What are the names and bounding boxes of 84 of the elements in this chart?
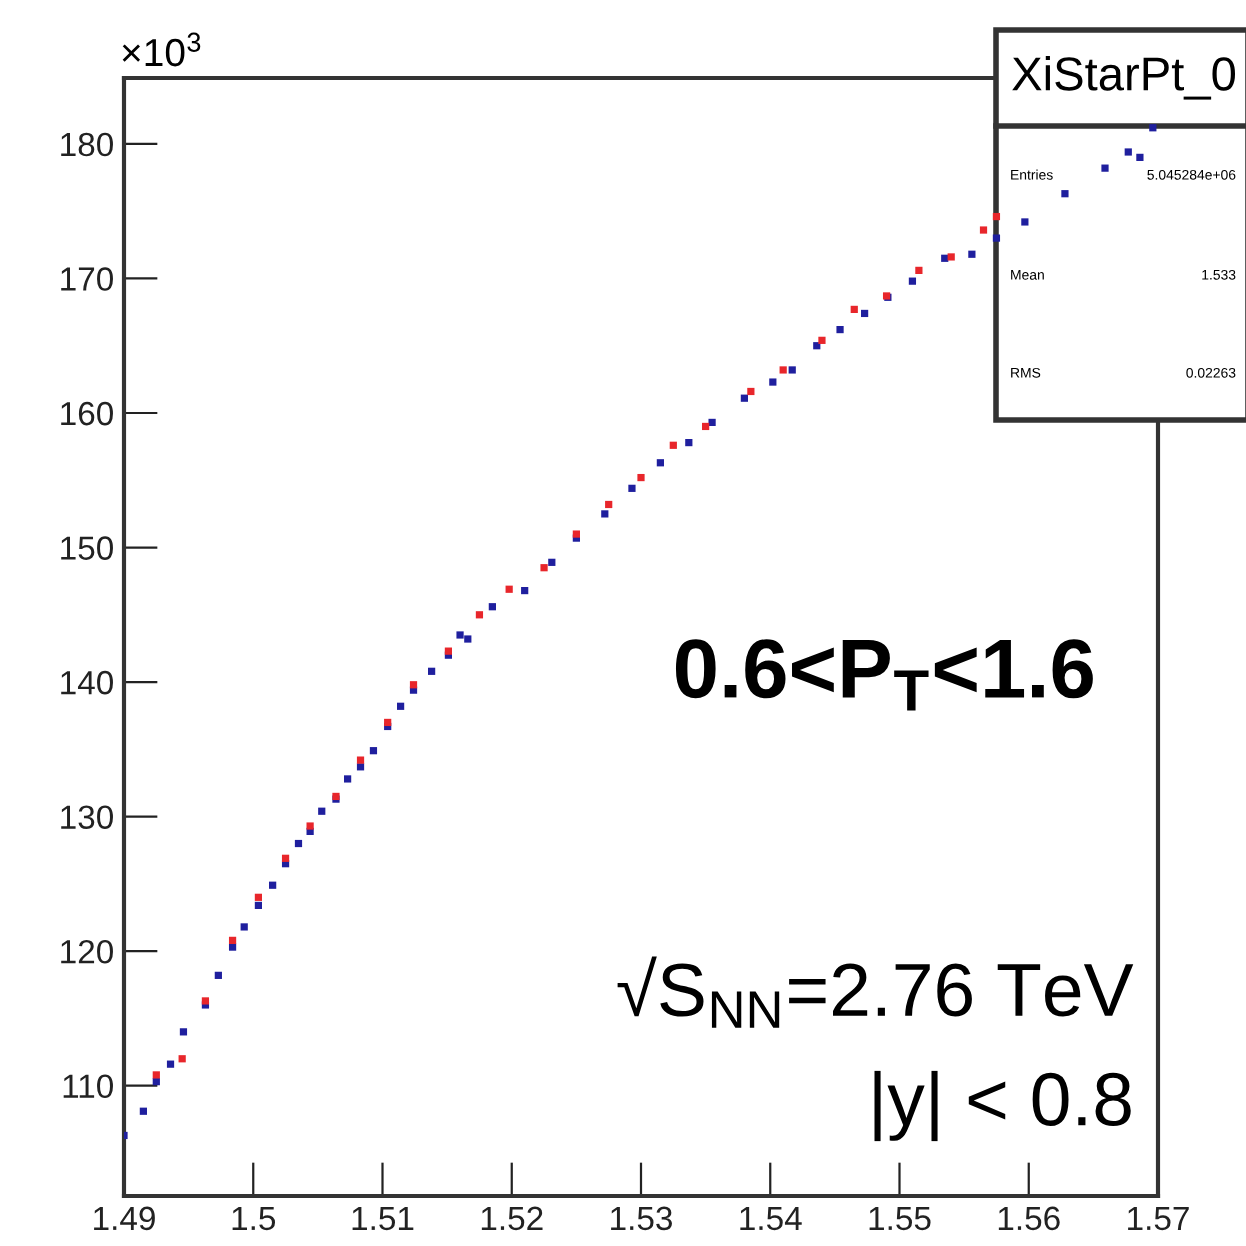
y-tick-label: 140 (61, 670, 113, 695)
y-tick-label: 110 (63, 1074, 113, 1099)
point (240, 923, 248, 931)
point (548, 558, 556, 566)
point (356, 756, 365, 764)
x-tick-label: 1.5 (232, 1206, 276, 1231)
annotation: XiStarPt_0 (1012, 55, 1236, 100)
point (941, 254, 949, 262)
point (708, 418, 716, 427)
annotation: |y| < 0.8 (874, 1070, 1131, 1142)
point (1149, 124, 1157, 132)
point (669, 441, 677, 449)
point (979, 226, 988, 234)
point (779, 366, 787, 374)
annotation: √S$_{NN}$=2.76 TeV (617, 956, 1134, 1028)
point (769, 378, 777, 386)
point (1021, 218, 1029, 226)
point (318, 807, 326, 815)
y-tick-label: 130 (61, 805, 113, 830)
point (628, 484, 636, 492)
y-tick-label: 170 (61, 267, 113, 291)
point (685, 438, 693, 447)
x-tick-label: 1.56 (998, 1206, 1060, 1231)
point (228, 943, 237, 951)
point (740, 394, 749, 402)
point (1136, 153, 1144, 161)
point (1101, 164, 1109, 172)
point (908, 277, 917, 285)
point (540, 564, 548, 572)
point (747, 387, 755, 396)
point (294, 839, 303, 848)
point (456, 631, 464, 639)
point (637, 473, 645, 482)
point (179, 1028, 188, 1036)
point (992, 234, 1001, 242)
point (860, 309, 869, 318)
point (601, 510, 609, 518)
point (166, 1060, 175, 1068)
x-tick-label: 1.53 (611, 1206, 672, 1231)
point (343, 775, 352, 783)
point (464, 635, 472, 643)
point (488, 603, 496, 611)
text: ×10$^{3}$ (122, 32, 201, 67)
annotation: 0.6<P$_{T}$<1.6 (675, 639, 1093, 711)
y-tick-label: 150 (61, 536, 113, 560)
x-tick-label: 1.52 (481, 1206, 543, 1231)
point (254, 893, 263, 901)
point (605, 500, 613, 509)
x-tick-label: 1.54 (740, 1206, 802, 1231)
y-tick-label: 160 (61, 401, 113, 426)
point (369, 747, 378, 755)
point (836, 325, 844, 334)
point (850, 305, 858, 314)
point (947, 253, 955, 261)
x-tick-label: 1.55 (869, 1206, 931, 1231)
point (152, 1071, 160, 1079)
point (214, 971, 222, 979)
point (968, 250, 976, 258)
point (521, 586, 529, 595)
point (475, 611, 484, 619)
point (915, 266, 923, 274)
point (409, 681, 418, 689)
point (505, 585, 513, 593)
y-tick-label: 180 (61, 132, 113, 157)
x-tick-label: 1.57 (1128, 1206, 1189, 1231)
point (428, 667, 436, 675)
x-tick-label: 1.51 (352, 1206, 414, 1231)
point (788, 366, 796, 374)
point (1124, 148, 1132, 156)
point (1061, 190, 1069, 198)
point (656, 459, 664, 467)
x-tick-label: 1.49 (94, 1206, 155, 1231)
point (702, 422, 710, 431)
y-tick-label: 120 (61, 939, 113, 964)
point (254, 901, 263, 910)
point (139, 1107, 147, 1115)
point (269, 881, 277, 889)
point (818, 336, 826, 344)
point (396, 702, 405, 710)
point (281, 854, 290, 862)
point (228, 936, 237, 944)
point (992, 212, 1001, 221)
point (306, 822, 314, 830)
point (178, 1055, 186, 1063)
